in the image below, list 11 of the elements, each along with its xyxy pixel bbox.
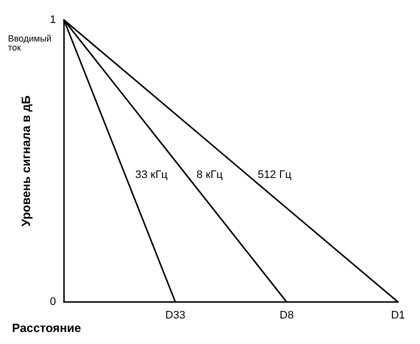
x-axis-title: Расстояние (12, 321, 82, 335)
series-label: 8 кГц (196, 169, 224, 182)
text: 0 (50, 296, 56, 308)
series-label: 512 Гц (258, 169, 292, 182)
text: Вводимый ток (8, 34, 52, 52)
x-tick-label: D33 (165, 310, 186, 322)
text: 1 (50, 14, 56, 26)
series-label: 33 кГц (135, 169, 168, 182)
x-tick-label: D1 (390, 310, 406, 322)
x-tick-label: D8 (280, 310, 294, 322)
y-axis-title: Уровень сигнала в дБ (19, 95, 33, 227)
